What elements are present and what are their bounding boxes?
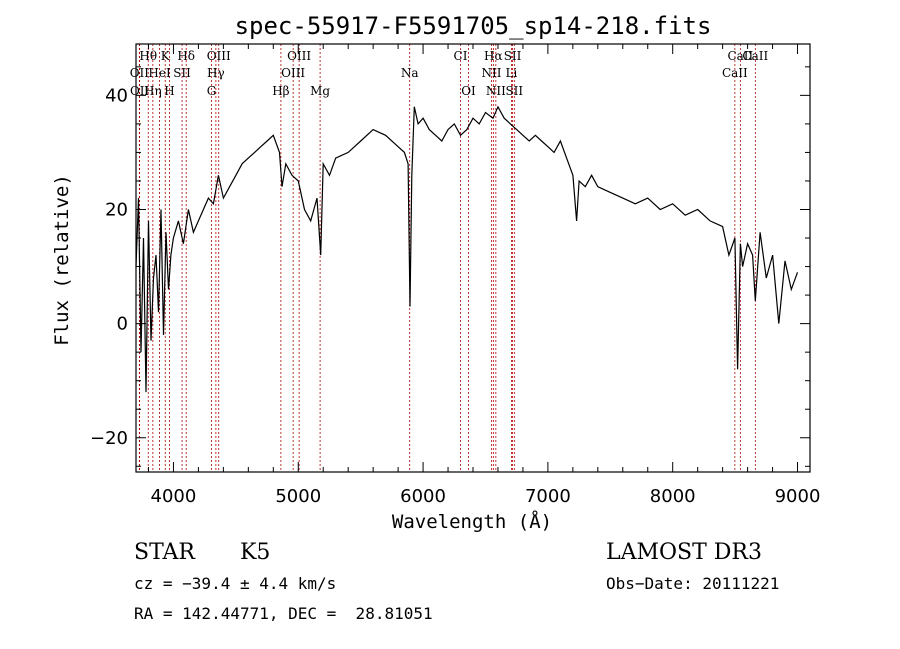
y-tick-label: 40 bbox=[105, 85, 128, 106]
spectral-line-label: OIII bbox=[287, 49, 311, 63]
spectral-line-label: NII bbox=[481, 66, 501, 80]
spectral-line-label: G bbox=[207, 84, 217, 98]
flux-series-line bbox=[135, 105, 799, 393]
spectral-line-label: HeI bbox=[148, 66, 171, 80]
spectral-line-label: Li bbox=[506, 66, 518, 80]
coordinates: RA = 142.44771, DEC = 28.81051 bbox=[134, 604, 433, 623]
x-tick-label: 7000 bbox=[525, 486, 571, 507]
x-tick-label: 8000 bbox=[650, 486, 696, 507]
plot-frame bbox=[135, 43, 811, 473]
x-tick-label: 5000 bbox=[275, 486, 321, 507]
spectral-line-label: Hβ bbox=[272, 84, 289, 98]
survey-name: LAMOST DR3 bbox=[606, 540, 762, 565]
spectral-lines-layer bbox=[138, 44, 756, 472]
spectral-line-label: SII bbox=[504, 49, 522, 63]
spectral-line-label: Hα bbox=[484, 49, 503, 63]
y-axis-label: Flux (relative) bbox=[51, 174, 73, 346]
y-tick-label: −20 bbox=[90, 428, 128, 449]
spectral-line-label: OIII bbox=[207, 49, 231, 63]
spectral-line-label: Hη bbox=[144, 84, 162, 98]
spectral-line-label: CaII bbox=[742, 49, 768, 63]
x-tick-label: 6000 bbox=[400, 486, 446, 507]
spectral-line-label: OII bbox=[130, 66, 150, 80]
spectral-line-label: Hθ bbox=[139, 49, 157, 63]
y-tick-label: 0 bbox=[117, 314, 128, 335]
spectral-line-label: H bbox=[164, 84, 174, 98]
x-tick-label: 9000 bbox=[775, 486, 821, 507]
object-subclass: K5 bbox=[240, 540, 271, 565]
spectral-line-label: SII bbox=[173, 66, 191, 80]
x-axis-label: Wavelength (Å) bbox=[392, 510, 552, 533]
spectral-line-label: Mg bbox=[310, 84, 330, 98]
chart-title: spec-55917-F5591705_sp14-218.fits bbox=[235, 12, 712, 40]
spectral-line-label: OII bbox=[130, 84, 150, 98]
spectral-line-label: OI bbox=[461, 84, 476, 98]
spectral-line-label: NII bbox=[486, 84, 506, 98]
obs-date: Obs−Date: 20111221 bbox=[606, 574, 780, 593]
spectral-line-label: SII bbox=[505, 84, 523, 98]
axis-ticks: 4000 5000 6000 7000 8000 9000 −20 0 20 40 bbox=[90, 44, 820, 507]
spectral-line-label: CI bbox=[454, 49, 468, 63]
spectral-line-label: CaII bbox=[722, 66, 748, 80]
spectral-line-label: Hδ bbox=[177, 49, 195, 63]
spectral-line-label: CaII bbox=[727, 49, 753, 63]
redshift-cz: cz = −39.4 ± 4.4 km/s bbox=[134, 574, 337, 593]
object-class: STAR bbox=[134, 540, 195, 565]
spectral-line-label: Na bbox=[401, 66, 419, 80]
spectral-line-label: OIII bbox=[281, 66, 305, 80]
x-tick-label: 4000 bbox=[151, 486, 197, 507]
spectral-line-label: K bbox=[161, 49, 171, 63]
y-tick-label: 20 bbox=[105, 199, 128, 220]
spectral-line-label: Hγ bbox=[207, 66, 225, 80]
